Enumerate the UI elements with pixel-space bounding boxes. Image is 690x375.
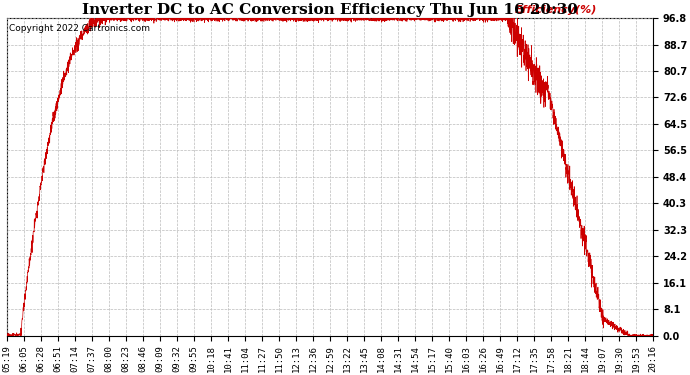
- Text: Copyright 2022 Cartronics.com: Copyright 2022 Cartronics.com: [8, 24, 150, 33]
- Text: Efficiency(%): Efficiency(%): [514, 5, 597, 15]
- Title: Inverter DC to AC Conversion Efficiency Thu Jun 16 20:30: Inverter DC to AC Conversion Efficiency …: [82, 3, 578, 17]
